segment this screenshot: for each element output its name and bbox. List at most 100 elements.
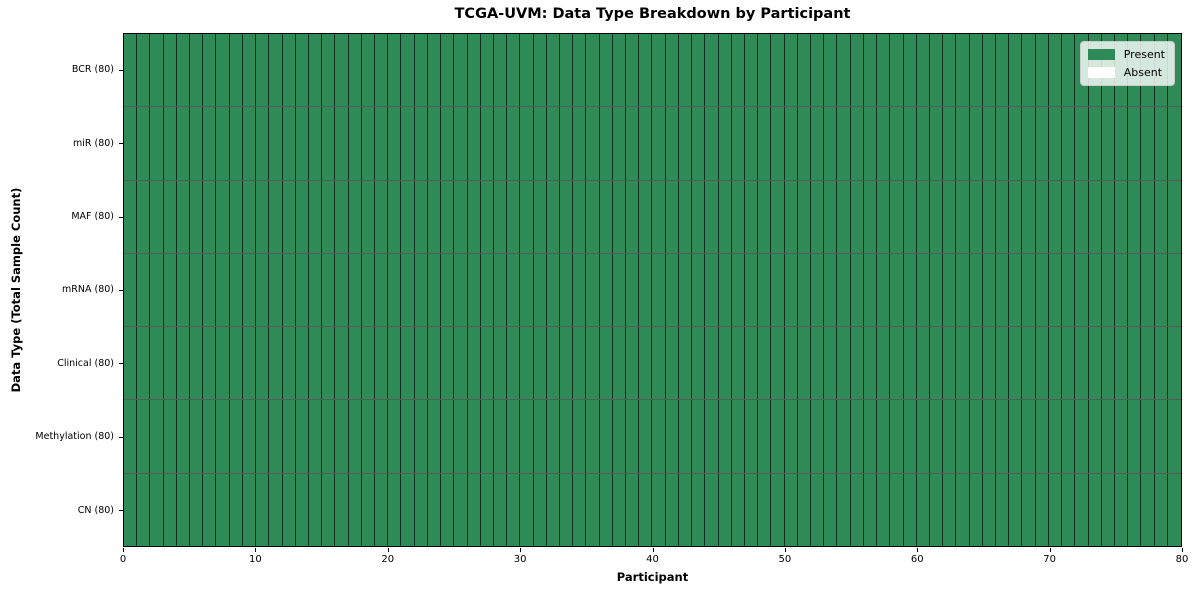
heatmap-cell <box>388 473 402 546</box>
heatmap-cell <box>744 327 759 400</box>
heatmap-cell <box>1154 107 1168 180</box>
x-tick-mark <box>255 548 257 552</box>
heatmap-cell <box>308 400 323 473</box>
heatmap-cell <box>1022 180 1036 253</box>
heatmap-cell <box>903 473 917 546</box>
heatmap-cell <box>282 107 296 180</box>
heatmap-cell <box>811 400 825 473</box>
heatmap-cell <box>361 253 376 327</box>
heatmap-cell <box>586 34 600 107</box>
heatmap-cell <box>573 327 587 400</box>
heatmap-cell <box>1128 253 1142 327</box>
heatmap-cell <box>692 327 706 400</box>
heatmap-cell <box>1088 327 1102 400</box>
heatmap-cell <box>586 107 600 180</box>
heatmap-cell <box>705 180 719 253</box>
heatmap-cell <box>163 400 177 473</box>
heatmap-cell <box>256 180 270 253</box>
heatmap-cell <box>480 473 494 546</box>
heatmap-cell <box>599 180 613 253</box>
heatmap-cell <box>493 473 508 546</box>
heatmap-cell <box>335 327 349 400</box>
heatmap-cell <box>599 107 613 180</box>
heatmap-cell <box>507 327 521 400</box>
heatmap-cell <box>586 180 600 253</box>
heatmap-cell <box>361 34 376 107</box>
heatmap-cell <box>916 327 930 400</box>
heatmap-cell <box>771 253 785 327</box>
heatmap-cell <box>1114 400 1129 473</box>
heatmap-cell <box>837 400 851 473</box>
heatmap-cell <box>758 473 772 546</box>
heatmap-cell <box>150 473 164 546</box>
heatmap-cell <box>678 253 693 327</box>
heatmap-cell <box>1075 473 1089 546</box>
heatmap-cell <box>784 180 798 253</box>
heatmap-cell <box>375 253 389 327</box>
heatmap-cell <box>295 473 309 546</box>
heatmap-cell <box>467 180 481 253</box>
heatmap-cell <box>969 327 983 400</box>
heatmap-cell <box>335 34 349 107</box>
y-tick: BCR (80) <box>0 33 123 106</box>
heatmap-cell <box>890 253 904 327</box>
heatmap-cell <box>1022 327 1036 400</box>
heatmap-cell <box>692 107 706 180</box>
heatmap-cell <box>1062 327 1076 400</box>
heatmap-cell <box>863 400 878 473</box>
heatmap-cell <box>282 34 296 107</box>
heatmap-cell <box>850 107 864 180</box>
heatmap-cell <box>929 253 944 327</box>
heatmap-cell <box>744 253 759 327</box>
heatmap-cell <box>335 253 349 327</box>
heatmap-cell <box>982 107 997 180</box>
heatmap-cell <box>520 473 534 546</box>
heatmap-cell <box>692 34 706 107</box>
heatmap-cell <box>335 107 349 180</box>
y-tick-label: miR (80) <box>72 137 114 149</box>
heatmap-cell <box>1009 180 1023 253</box>
heatmap-cell <box>863 107 878 180</box>
heatmap-cell <box>163 180 177 253</box>
heatmap-cell <box>375 180 389 253</box>
heatmap-cell <box>308 180 323 253</box>
heatmap-cell <box>652 34 666 107</box>
heatmap-cell <box>216 473 230 546</box>
heatmap-cell <box>943 327 957 400</box>
heatmap-cell <box>1035 253 1049 327</box>
heatmap-cell <box>929 34 944 107</box>
heatmap-cell <box>877 253 891 327</box>
heatmap-cell <box>493 107 508 180</box>
heatmap-cell <box>652 107 666 180</box>
legend-label: Present <box>1123 48 1165 61</box>
heatmap-cell <box>348 107 362 180</box>
heatmap-cell <box>401 400 415 473</box>
heatmap-cell <box>282 253 296 327</box>
heatmap-cell <box>916 400 930 473</box>
heatmap-cell <box>375 473 389 546</box>
heatmap-cell <box>982 253 997 327</box>
heatmap-cell <box>916 34 930 107</box>
heatmap-cell <box>124 107 138 180</box>
heatmap-cell <box>467 253 481 327</box>
x-tick-label: 70 <box>1043 554 1056 565</box>
heatmap-cell <box>150 107 164 180</box>
heatmap-cell <box>903 253 917 327</box>
heatmap-cell <box>190 34 204 107</box>
heatmap-cell <box>533 180 547 253</box>
heatmap-cell <box>1009 400 1023 473</box>
heatmap-cell <box>903 327 917 400</box>
heatmap-cell <box>242 253 257 327</box>
heatmap-cell <box>388 400 402 473</box>
heatmap-cell <box>493 327 508 400</box>
heatmap-cell <box>467 107 481 180</box>
heatmap-cell <box>982 400 997 473</box>
heatmap-cell <box>1022 34 1036 107</box>
heatmap-cell <box>890 473 904 546</box>
heatmap-cell <box>295 107 309 180</box>
heatmap-cell <box>969 253 983 327</box>
heatmap-cell <box>850 253 864 327</box>
heatmap-cell <box>771 180 785 253</box>
heatmap-cell <box>1035 327 1049 400</box>
heatmap-cell <box>758 253 772 327</box>
